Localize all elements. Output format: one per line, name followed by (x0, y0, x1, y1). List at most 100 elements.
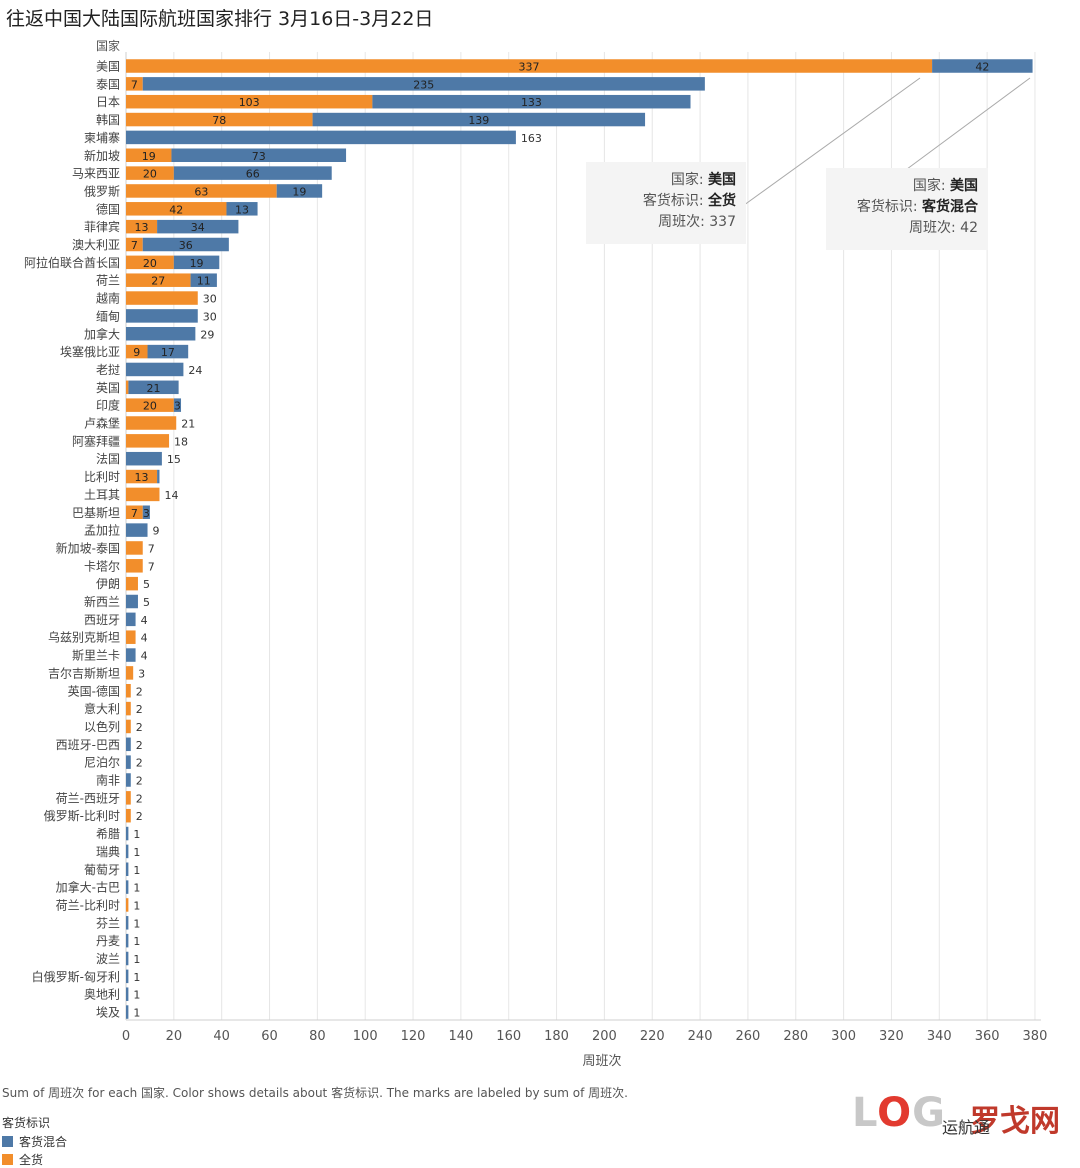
x-tick-label: 300 (831, 1029, 856, 1044)
bar-mixed (157, 469, 160, 484)
category-label: 印度 (96, 398, 120, 413)
data-label: 1 (133, 1007, 140, 1020)
bar-cargo (126, 898, 129, 912)
data-label-mixed: 19 (190, 257, 204, 270)
data-label-cargo: 337 (519, 61, 540, 74)
data-label-cargo: 103 (239, 96, 260, 109)
tooltip-country: 美国 (708, 172, 736, 188)
legend-swatch-cargo (2, 1153, 13, 1165)
x-tick-label: 340 (927, 1029, 952, 1044)
bar-mixed (173, 398, 182, 412)
bar-mixed (126, 880, 129, 894)
data-label-mixed: 36 (179, 239, 193, 252)
bar-cargo (126, 255, 174, 270)
data-label-cargo: 13 (135, 471, 149, 484)
legend-item-cargo[interactable]: 全货 (2, 1150, 67, 1168)
category-label: 斯里兰卡 (72, 649, 120, 663)
category-label: 法国 (96, 452, 120, 466)
bar-mixed (126, 594, 138, 609)
category-label: 阿塞拜疆 (72, 433, 120, 448)
data-label-mixed: 11 (197, 275, 211, 288)
bar-cargo (126, 666, 134, 680)
bar-cargo (126, 166, 174, 180)
category-label: 美国 (96, 60, 120, 74)
bar-mixed (126, 826, 129, 841)
data-label: 21 (181, 418, 195, 431)
bar-cargo (126, 59, 933, 73)
bar-cargo (126, 505, 143, 519)
category-label: 越南 (96, 291, 120, 306)
data-label: 1 (133, 828, 140, 841)
category-label: 埃及 (96, 1006, 120, 1020)
category-label: 丹麦 (96, 934, 120, 948)
data-label-mixed: 235 (413, 78, 434, 91)
bar-mixed (142, 237, 229, 252)
bar-mixed (126, 362, 184, 377)
tooltip-value-key: 周班次: (658, 214, 705, 230)
bar-mixed (190, 273, 217, 287)
data-label-mixed: 21 (147, 382, 161, 395)
category-label: 孟加拉 (84, 523, 120, 538)
legend-label-cargo: 全货 (19, 1152, 44, 1167)
category-label: 英国 (96, 381, 120, 395)
legend: 客货标识 客货混合 全货 (2, 1114, 67, 1168)
category-label: 波兰 (96, 952, 120, 966)
data-label: 163 (521, 132, 542, 145)
data-label-mixed: 3 (174, 400, 181, 413)
bar-mixed (126, 309, 198, 323)
tooltip-value: 42 (960, 220, 978, 236)
data-label: 7 (148, 560, 155, 573)
data-label: 4 (141, 632, 148, 645)
category-label: 日本 (96, 95, 120, 109)
category-label: 巴基斯坦 (72, 506, 120, 520)
tooltip-leader-mixed (902, 77, 1031, 173)
category-label: 土耳其 (84, 488, 120, 502)
bar-mixed (932, 59, 1033, 73)
data-label: 1 (133, 917, 140, 930)
bar-mixed (276, 184, 323, 198)
category-label: 南非 (96, 773, 120, 788)
data-label: 2 (136, 810, 143, 823)
legend-title: 客货标识 (2, 1116, 51, 1130)
bar-cargo (126, 559, 143, 573)
bar-cargo (126, 719, 131, 734)
category-label: 韩国 (96, 112, 120, 127)
data-label: 15 (167, 453, 181, 466)
data-label: 2 (136, 739, 143, 752)
x-tick-label: 120 (401, 1029, 426, 1044)
bar-cargo (126, 684, 131, 698)
tooltip-us-cargo: 国家: 美国 客货标识: 全货 周班次: 337 (586, 162, 746, 244)
bar-mixed (126, 648, 136, 662)
x-tick-label: 20 (166, 1029, 183, 1044)
category-label: 乌兹别克斯坦 (48, 630, 120, 645)
category-label: 泰国 (96, 77, 120, 91)
category-label: 新西兰 (84, 594, 120, 609)
x-tick-label: 140 (448, 1029, 473, 1044)
bar-cargo (126, 630, 136, 644)
tooltip-country-key: 国家: (670, 172, 704, 188)
tooltip-type-key: 客货标识: (856, 199, 918, 215)
bar-mixed (126, 612, 136, 627)
category-label: 加拿大 (84, 326, 120, 341)
category-label: 埃塞俄比亚 (60, 344, 120, 359)
category-label: 卡塔尔 (84, 558, 120, 573)
bar-cargo (126, 344, 148, 359)
category-label: 马来西亚 (72, 167, 120, 181)
bar-cargo (126, 434, 170, 448)
category-label: 尼泊尔 (84, 755, 120, 770)
data-label-cargo: 20 (143, 257, 157, 270)
bar-mixed (126, 933, 129, 948)
bar-cargo (126, 94, 373, 109)
data-label: 1 (133, 989, 140, 1002)
x-tick-label: 80 (309, 1029, 326, 1044)
logo-cn: 罗戈网 (970, 1104, 1060, 1139)
category-label: 阿拉伯联合酋长国 (24, 255, 120, 270)
data-label: 2 (136, 721, 143, 734)
legend-item-mixed[interactable]: 客货混合 (2, 1132, 67, 1150)
bar-chart: 0 20 40 60 80 100 120 140 160 180 200 220 240 260 280 3… (24, 38, 1047, 1069)
data-label: 7 (148, 542, 155, 555)
bar-cargo (126, 112, 313, 127)
bar-mixed (126, 916, 129, 930)
category-label: 白俄罗斯-匈牙利 (32, 969, 120, 984)
category-label: 英国-德国 (68, 683, 120, 698)
